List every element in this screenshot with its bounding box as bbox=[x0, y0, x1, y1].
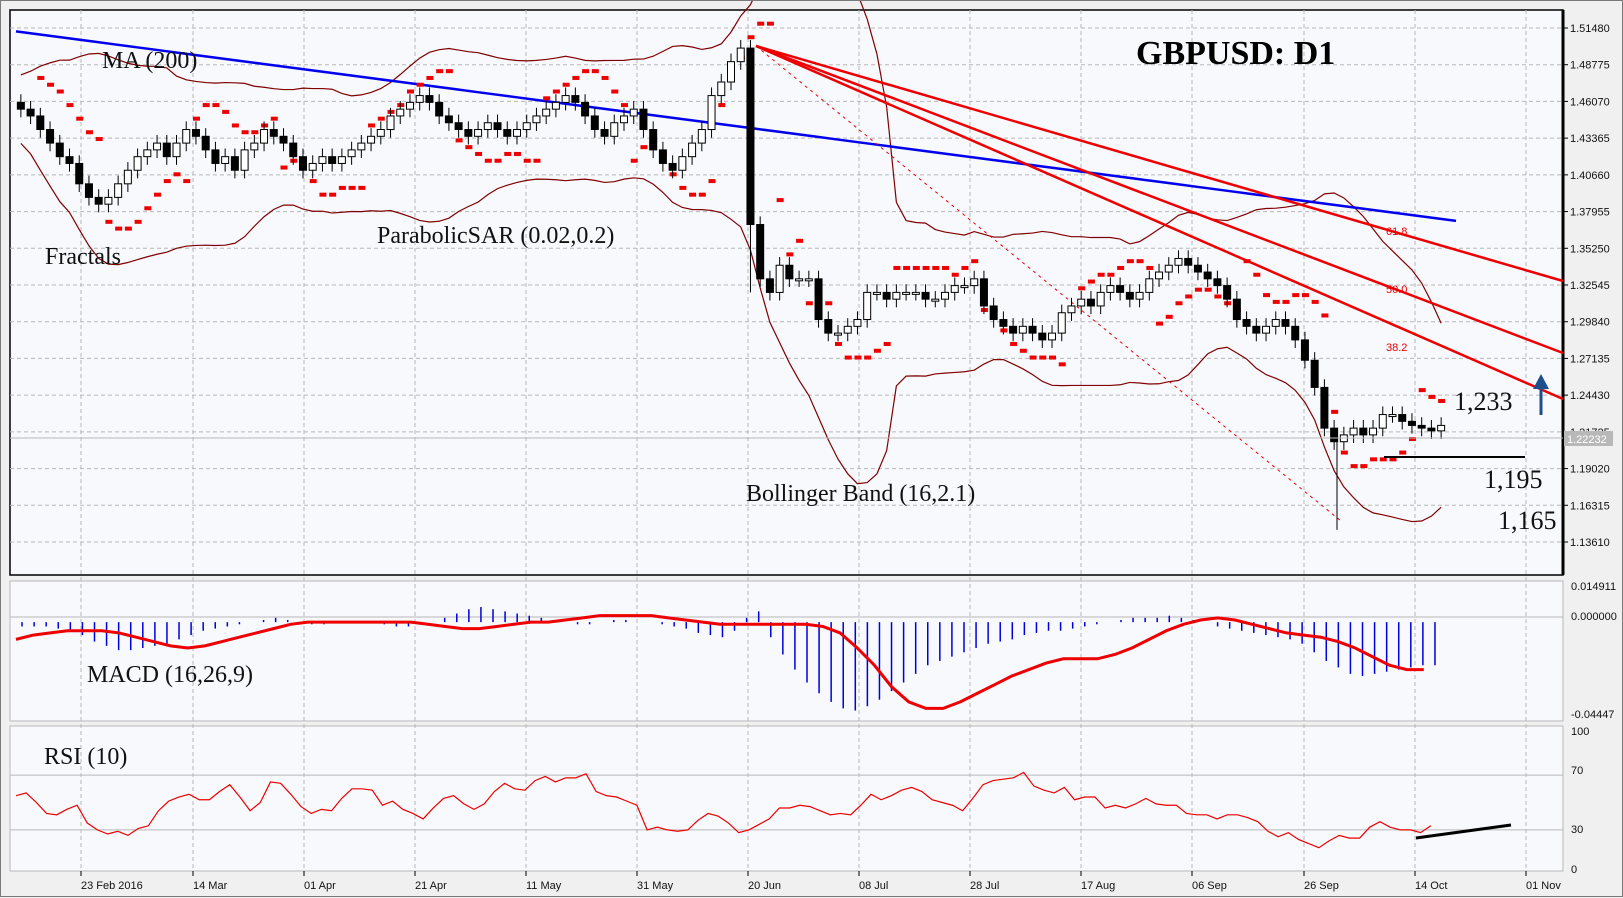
svg-text:21 Apr: 21 Apr bbox=[415, 880, 447, 892]
fib-label-500: 50.0 bbox=[1386, 284, 1407, 296]
macd-axis-top: 0.014911 bbox=[1571, 581, 1616, 593]
fractals-label: Fractals bbox=[45, 244, 121, 270]
rsi-axis-0: 0 bbox=[1571, 864, 1577, 876]
svg-text:1.51480: 1.51480 bbox=[1570, 23, 1610, 35]
svg-text:1.16315: 1.16315 bbox=[1570, 500, 1610, 512]
up-arrow-icon bbox=[1533, 374, 1549, 415]
candlesticks bbox=[16, 39, 1446, 530]
svg-text:1.32545: 1.32545 bbox=[1570, 280, 1610, 292]
svg-text:1.35250: 1.35250 bbox=[1570, 243, 1610, 255]
rsi-axis-70: 70 bbox=[1571, 765, 1583, 777]
svg-text:17 Aug: 17 Aug bbox=[1081, 880, 1115, 892]
chart-title: GBPUSD: D1 bbox=[1136, 35, 1335, 72]
svg-text:31 May: 31 May bbox=[637, 880, 674, 892]
svg-text:14 Mar: 14 Mar bbox=[193, 880, 228, 892]
svg-text:11 May: 11 May bbox=[526, 880, 562, 892]
level-1195-label: 1,195 bbox=[1484, 465, 1543, 494]
rsi-panel[interactable] bbox=[9, 725, 1564, 872]
level-1165-label: 1,165 bbox=[1498, 506, 1557, 535]
time-axis: 23 Feb 2016 14 Mar 01 Apr 21 Apr 11 May 31 Ma… bbox=[80, 871, 1561, 892]
svg-text:26 Sep: 26 Sep bbox=[1304, 880, 1339, 892]
svg-text:28 Jul: 28 Jul bbox=[970, 880, 999, 892]
fib-label-382: 38.2 bbox=[1386, 342, 1407, 354]
svg-text:01 Nov: 01 Nov bbox=[1526, 880, 1561, 892]
svg-text:20 Jun: 20 Jun bbox=[748, 880, 781, 892]
svg-text:1.27135: 1.27135 bbox=[1570, 353, 1610, 365]
rsi-axis-100: 100 bbox=[1571, 726, 1589, 738]
current-price-label: 1.22232 bbox=[1567, 434, 1607, 446]
fib-label-618: 61.8 bbox=[1386, 226, 1407, 238]
macd-histogram bbox=[21, 607, 1436, 711]
svg-text:08 Jul: 08 Jul bbox=[859, 880, 888, 892]
psar-label: ParabolicSAR (0.02,0.2) bbox=[377, 223, 614, 249]
macd-signal-line bbox=[15, 614, 1424, 710]
parabolic-sar-dots bbox=[37, 21, 1446, 469]
rsi-line bbox=[15, 771, 1432, 849]
svg-text:01 Apr: 01 Apr bbox=[304, 880, 336, 892]
svg-text:23 Feb 2016: 23 Feb 2016 bbox=[81, 880, 143, 892]
svg-text:1.46070: 1.46070 bbox=[1570, 96, 1610, 108]
level-1233-label: 1,233 bbox=[1454, 387, 1513, 416]
svg-text:1.43365: 1.43365 bbox=[1570, 133, 1610, 145]
macd-label: MACD (16,26,9) bbox=[87, 662, 253, 688]
macd-axis-zero: 0.000000 bbox=[1571, 611, 1617, 623]
price-axis: 1.51480 1.48775 1.46070 1.43365 1.40660 1.379… bbox=[1563, 23, 1610, 549]
svg-text:1.48775: 1.48775 bbox=[1570, 60, 1610, 72]
rsi-axis-30: 30 bbox=[1571, 824, 1583, 836]
current-price-tag bbox=[1564, 431, 1613, 446]
svg-text:1.24430: 1.24430 bbox=[1570, 390, 1610, 402]
grid-lines bbox=[10, 10, 1563, 871]
ma200-label: MA (200) bbox=[102, 48, 197, 74]
svg-text:14 Oct: 14 Oct bbox=[1415, 880, 1447, 892]
bollinger-label: Bollinger Band (16,2.1) bbox=[746, 481, 975, 507]
svg-text:1.40660: 1.40660 bbox=[1570, 170, 1610, 182]
svg-text:1.19020: 1.19020 bbox=[1570, 464, 1610, 476]
svg-text:1.29840: 1.29840 bbox=[1570, 317, 1610, 329]
svg-text:1.37955: 1.37955 bbox=[1570, 207, 1610, 219]
rsi-trendline bbox=[1415, 823, 1512, 840]
svg-text:1.13610: 1.13610 bbox=[1570, 537, 1610, 549]
fibonacci-fan bbox=[755, 44, 1564, 522]
rsi-label: RSI (10) bbox=[44, 744, 127, 770]
macd-panel[interactable] bbox=[9, 580, 1564, 722]
macd-axis-bottom: -0.04447 bbox=[1571, 709, 1614, 721]
svg-text:06 Sep: 06 Sep bbox=[1192, 880, 1227, 892]
ma200-line bbox=[15, 30, 1457, 223]
